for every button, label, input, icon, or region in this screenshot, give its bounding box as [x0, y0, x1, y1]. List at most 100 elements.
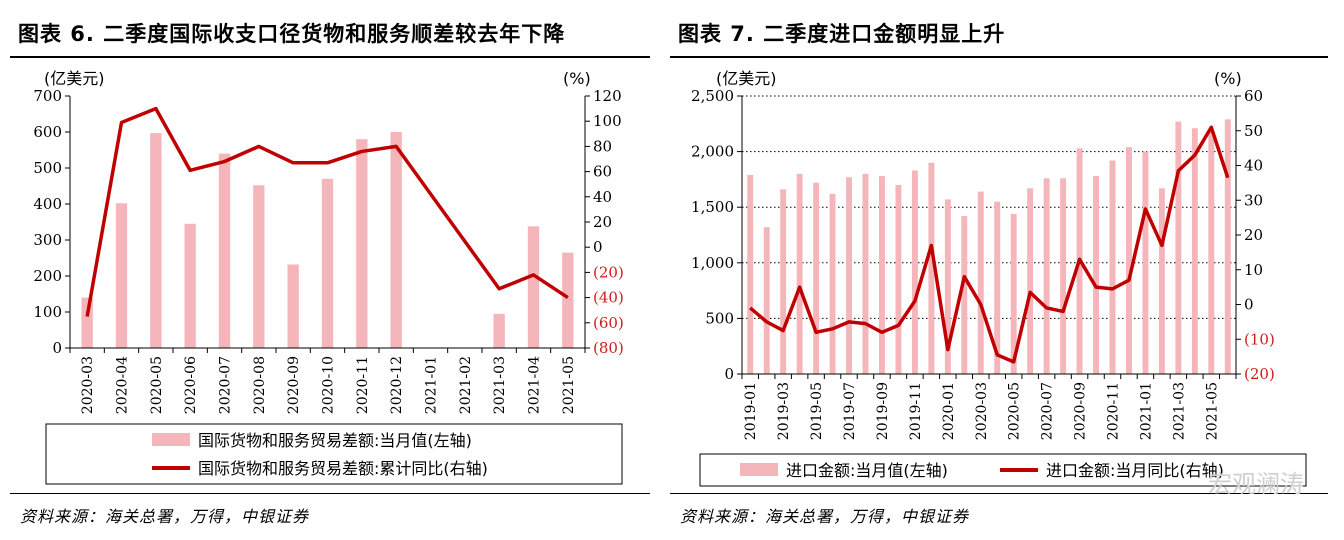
- right-tick-label: (80): [593, 339, 624, 357]
- bar: [747, 174, 754, 374]
- bar: [390, 132, 402, 348]
- bar: [977, 191, 984, 374]
- right-tick-label: (10): [1244, 330, 1275, 348]
- bar: [1027, 188, 1034, 374]
- bar: [961, 216, 968, 374]
- bar: [218, 153, 231, 348]
- bar: [81, 297, 93, 348]
- right-tick-label: (40): [593, 289, 624, 307]
- left-tick-label: 700: [33, 87, 62, 105]
- bottom-rule: [670, 493, 1328, 494]
- bar: [928, 162, 935, 374]
- figure-6-source: 资料来源：海关总署，万得，中银证券: [20, 507, 310, 526]
- right-tick-label: 30: [1244, 191, 1263, 209]
- x-tick-label: 2020-07: [218, 356, 234, 414]
- bar: [780, 189, 787, 374]
- bar: [356, 139, 368, 348]
- left-tick-label: 0: [724, 365, 734, 383]
- legend-label: 进口金额:当月值(左轴): [786, 461, 948, 480]
- right-tick-label: 100: [593, 112, 622, 130]
- bar: [287, 264, 299, 348]
- left-tick-label: 300: [33, 231, 62, 249]
- bar: [527, 226, 540, 348]
- right-tick-label: (20): [1244, 365, 1275, 383]
- bar: [1208, 130, 1215, 374]
- bar: [1109, 160, 1116, 374]
- right-tick-label: 20: [1244, 226, 1263, 244]
- line-series: [749, 125, 1230, 364]
- left-tick-label: 1,000: [691, 254, 734, 272]
- x-tick-label: 2020-04: [115, 356, 131, 414]
- left-tick-label: 600: [33, 123, 62, 141]
- x-tick-label: 2020-11: [355, 356, 371, 414]
- x-tick-label: 2021-05: [1204, 382, 1220, 440]
- x-tick-label: 2019-05: [809, 382, 825, 440]
- x-tick-label: 2020-09: [286, 356, 302, 414]
- left-unit-label: (亿美元): [716, 69, 777, 88]
- right-tick-label: 0: [593, 238, 603, 256]
- right-tick-label: 10: [1244, 261, 1263, 279]
- left-tick-label: 2,000: [691, 143, 734, 161]
- left-tick-label: 1,500: [691, 198, 734, 216]
- figure-7-panel: 图表 7. 二季度进口金额明显上升 0 500 1,000 1,500 2,000 2,5…: [670, 0, 1344, 540]
- bar: [321, 178, 334, 348]
- x-tick-label: 2019-09: [875, 382, 891, 440]
- bar: [1043, 178, 1050, 374]
- right-tick-label: 60: [1244, 87, 1263, 105]
- legend-bar-swatch: [152, 433, 190, 446]
- bar: [895, 184, 902, 374]
- right-tick-label: 60: [593, 163, 612, 181]
- x-tick-label: 2021-03: [492, 356, 508, 414]
- right-unit-label: (%): [563, 69, 591, 88]
- legend-label: 国际货物和服务贸易差额:累计同比(右轴): [198, 459, 488, 478]
- x-tick-label: 2019-11: [908, 382, 924, 440]
- left-unit-label: (亿美元): [44, 69, 105, 88]
- x-tick-label: 2020-08: [252, 356, 268, 414]
- legend-label: 进口金额:当月同比(右轴): [1046, 461, 1224, 480]
- x-tick-label: 2020-05: [1007, 382, 1023, 440]
- bar: [253, 185, 265, 348]
- legend-label: 国际货物和服务贸易差额:当月值(左轴): [198, 431, 472, 450]
- x-tick-label: 2019-03: [776, 382, 792, 440]
- watermark: 宏观澜涛: [1208, 470, 1304, 498]
- x-tick-label: 2019-07: [842, 382, 858, 440]
- left-tick-label: 0: [52, 339, 62, 357]
- figure-7-title: 图表 7. 二季度进口金额明显上升: [678, 22, 1006, 46]
- line-series: [85, 106, 569, 317]
- left-tick-label: 2,500: [691, 87, 734, 105]
- bar: [1175, 121, 1182, 375]
- left-tick-label: 500: [33, 159, 62, 177]
- bar: [1093, 176, 1099, 374]
- x-tick-label: 2021-03: [1171, 382, 1187, 440]
- x-tick-label: 2020-06: [183, 356, 199, 414]
- x-tick-label: 2019-01: [743, 382, 759, 440]
- right-tick-label: 40: [1244, 157, 1263, 175]
- x-tick-label: 2020-12: [389, 356, 405, 414]
- x-tick-label: 2020-01: [941, 382, 957, 440]
- bar: [846, 177, 852, 374]
- bar: [862, 173, 869, 374]
- bar: [829, 193, 836, 374]
- bar: [796, 173, 803, 374]
- right-tick-label: 80: [593, 137, 612, 155]
- x-tick-label: 2021-02: [458, 356, 474, 414]
- bar: [944, 199, 951, 374]
- bar: [1126, 147, 1132, 374]
- x-tick-label: 2021-01: [1138, 382, 1154, 440]
- legend-bar-swatch: [740, 463, 778, 476]
- figure-6-title: 图表 6. 二季度国际收支口径货物和服务顺差较去年下降: [18, 22, 566, 46]
- x-tick-label: 2020-05: [149, 356, 165, 414]
- bar: [150, 133, 162, 348]
- legend-box: [45, 423, 623, 485]
- x-tick-label: 2021-05: [561, 356, 577, 414]
- right-tick-label: (60): [593, 314, 624, 332]
- x-tick-label: 2020-03: [80, 356, 96, 414]
- right-tick-label: 20: [593, 213, 612, 231]
- x-tick-label: 2020-09: [1073, 382, 1089, 440]
- x-tick-label: 2021-01: [424, 356, 440, 414]
- bar: [763, 227, 770, 374]
- right-tick-label: 50: [1244, 122, 1263, 140]
- right-tick-label: 40: [593, 188, 612, 206]
- bottom-rule: [10, 493, 650, 494]
